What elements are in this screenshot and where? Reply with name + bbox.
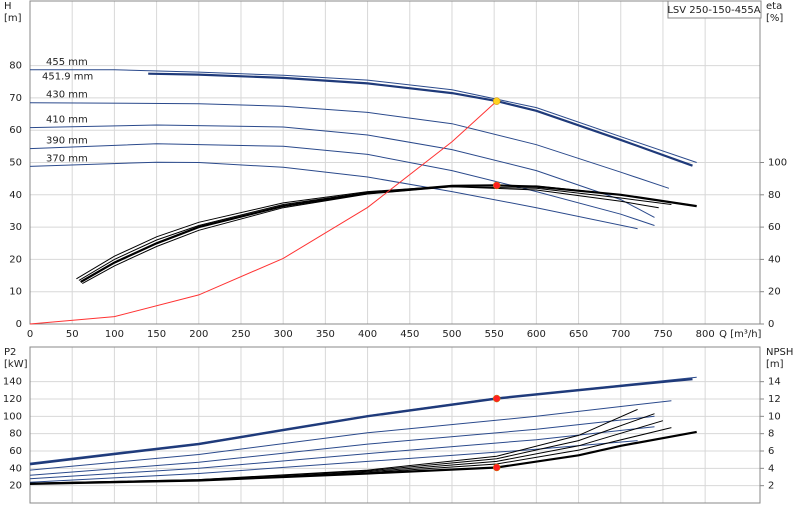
x-tick-label: 400 bbox=[358, 329, 377, 340]
x-axis-label: Q [m³/h] bbox=[719, 329, 761, 340]
y2-axis-unit: [%] bbox=[766, 13, 783, 24]
y-tick-label: 80 bbox=[9, 61, 22, 72]
curve bbox=[29, 124, 655, 218]
curve bbox=[29, 400, 672, 471]
chart-title: LSV 250-150-455A bbox=[667, 5, 760, 16]
curve-label: 430 mm bbox=[46, 90, 88, 101]
curve bbox=[29, 413, 655, 484]
x-tick-label: 200 bbox=[189, 329, 208, 340]
curve-label: 370 mm bbox=[46, 153, 88, 164]
x-tick-label: 650 bbox=[569, 329, 588, 340]
curve bbox=[29, 440, 638, 483]
y-tick-label: 40 bbox=[9, 190, 22, 201]
title-box bbox=[667, 0, 762, 19]
y-tick-label: 20 bbox=[9, 254, 22, 265]
y2-tick-label: 60 bbox=[768, 222, 781, 233]
y-tick-label: 100 bbox=[3, 411, 22, 422]
x-tick-label: 450 bbox=[400, 329, 419, 340]
y-tick-label: 0 bbox=[16, 319, 22, 330]
y2-axis-unit: [m] bbox=[766, 359, 784, 370]
x-tick-label: 500 bbox=[442, 329, 461, 340]
y2-tick-label: 2 bbox=[768, 481, 774, 492]
y-tick-label: 70 bbox=[9, 93, 22, 104]
y-axis-unit: [kW] bbox=[4, 359, 28, 370]
curve bbox=[29, 426, 655, 480]
x-tick-label: 150 bbox=[147, 329, 166, 340]
curve bbox=[29, 378, 693, 466]
y-tick-label: 20 bbox=[9, 481, 22, 492]
y2-tick-label: 100 bbox=[768, 158, 787, 169]
curve-label: 455 mm bbox=[46, 57, 88, 68]
x-tick-label: 0 bbox=[27, 329, 33, 340]
x-tick-label: 750 bbox=[653, 329, 672, 340]
x-tick-label: 350 bbox=[316, 329, 335, 340]
y-axis-unit: [m] bbox=[4, 13, 22, 24]
y2-tick-label: 10 bbox=[768, 411, 781, 422]
x-tick-label: 700 bbox=[611, 329, 630, 340]
curve bbox=[76, 185, 689, 280]
y2-tick-label: 20 bbox=[768, 287, 781, 298]
curve bbox=[29, 143, 655, 226]
x-tick-label: 250 bbox=[231, 329, 250, 340]
x-tick-label: 50 bbox=[66, 329, 79, 340]
y-tick-label: 60 bbox=[9, 446, 22, 457]
y2-tick-label: 14 bbox=[768, 377, 781, 388]
curve-label: 390 mm bbox=[46, 136, 88, 147]
duty-point bbox=[492, 97, 501, 105]
y-axis-label: P2 bbox=[4, 347, 16, 358]
y2-tick-label: 12 bbox=[768, 394, 781, 405]
duty-point bbox=[492, 181, 501, 190]
y-tick-label: 60 bbox=[9, 125, 22, 136]
y-tick-label: 50 bbox=[9, 158, 22, 169]
x-tick-label: 300 bbox=[274, 329, 293, 340]
y2-tick-label: 4 bbox=[768, 463, 774, 474]
plot-frame bbox=[29, 346, 761, 504]
duty-point bbox=[492, 394, 501, 403]
x-tick-label: 800 bbox=[696, 329, 715, 340]
y2-tick-label: 80 bbox=[768, 190, 781, 201]
plot-area bbox=[30, 347, 760, 503]
duty-point bbox=[492, 463, 501, 472]
y-tick-label: 140 bbox=[3, 377, 22, 388]
x-tick-label: 600 bbox=[527, 329, 546, 340]
y-tick-label: 10 bbox=[9, 287, 22, 298]
y-tick-label: 30 bbox=[9, 222, 22, 233]
curve bbox=[29, 415, 655, 476]
curve bbox=[29, 427, 672, 485]
y2-tick-label: 6 bbox=[768, 446, 774, 457]
y2-axis-label: NPSH bbox=[766, 347, 793, 358]
curve-label: 410 mm bbox=[46, 115, 88, 126]
curve bbox=[29, 100, 498, 325]
y-tick-label: 120 bbox=[3, 394, 22, 405]
curve bbox=[29, 102, 670, 189]
x-tick-label: 100 bbox=[105, 329, 124, 340]
y2-tick-label: 8 bbox=[768, 429, 774, 440]
y2-tick-label: 0 bbox=[768, 319, 774, 330]
curve bbox=[82, 186, 659, 285]
x-tick-label: 550 bbox=[485, 329, 504, 340]
curve bbox=[80, 184, 697, 283]
y2-tick-label: 40 bbox=[768, 254, 781, 265]
curve bbox=[30, 69, 697, 163]
y-axis-label: H bbox=[4, 1, 12, 12]
curve bbox=[29, 161, 638, 230]
curve bbox=[148, 72, 693, 167]
y2-axis-label: eta bbox=[766, 1, 782, 12]
curve-label: 451.9 mm bbox=[42, 72, 93, 83]
y-tick-label: 80 bbox=[9, 429, 22, 440]
curve bbox=[78, 186, 672, 281]
y-tick-label: 40 bbox=[9, 463, 22, 474]
